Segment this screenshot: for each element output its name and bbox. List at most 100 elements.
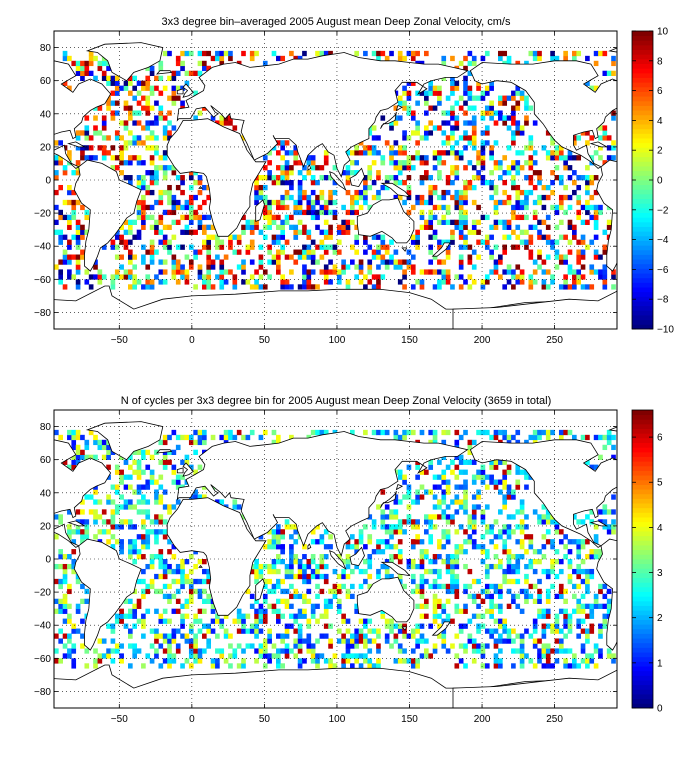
data-cell (319, 229, 325, 235)
data-cell (450, 194, 455, 201)
data-cell (515, 224, 521, 230)
data-cell (136, 160, 142, 166)
data-cell (202, 105, 207, 111)
data-cell (532, 150, 538, 156)
data-cell (293, 559, 299, 565)
data-cell (123, 219, 129, 225)
data-cell (611, 115, 616, 121)
data-cell (524, 588, 529, 595)
colorbar-tick-label: −4 (657, 235, 669, 246)
data-cell (171, 259, 177, 265)
data-cell (67, 603, 72, 609)
data-cell (367, 514, 373, 520)
data-cell (241, 269, 246, 275)
data-cell (141, 175, 146, 181)
data-cell (410, 80, 416, 86)
data-cell (236, 504, 242, 510)
data-cell (154, 180, 159, 186)
data-cell (97, 60, 103, 67)
coastline (608, 47, 617, 53)
data-cell (380, 519, 386, 525)
data-cell (149, 578, 155, 585)
data-cell (167, 509, 172, 515)
data-cell (323, 578, 329, 585)
data-cell (550, 279, 555, 285)
data-cell (415, 588, 420, 595)
data-cell (162, 434, 168, 441)
data-cell (188, 214, 194, 221)
data-cell (136, 509, 142, 515)
data-cell (193, 170, 198, 176)
data-cell (437, 155, 442, 161)
data-cell (471, 115, 477, 121)
data-cell (262, 593, 268, 600)
data-cell (258, 175, 264, 181)
data-cell (306, 643, 312, 649)
data-cell (280, 588, 286, 595)
data-cell (502, 484, 508, 490)
data-cell (363, 239, 368, 245)
data-cell (93, 434, 98, 441)
data-cell (537, 519, 542, 525)
data-cell (232, 504, 238, 510)
data-cell (149, 170, 155, 176)
data-cell (101, 274, 107, 280)
data-cell (180, 229, 185, 235)
data-cell (371, 249, 377, 255)
data-cell (480, 544, 486, 550)
colorbar-swatch (632, 152, 653, 158)
data-cell (484, 110, 490, 116)
data-cell (463, 504, 468, 510)
data-cell (297, 284, 303, 290)
data-cell (141, 219, 146, 225)
data-cell (97, 145, 103, 151)
x-tick-label: 150 (401, 714, 418, 725)
data-cell (410, 544, 416, 550)
data-cell (376, 549, 381, 555)
data-cell (458, 643, 464, 649)
colorbar-swatch (632, 410, 653, 416)
data-cell (184, 454, 190, 460)
data-cell (297, 648, 303, 654)
data-cell (537, 429, 542, 436)
data-cell (141, 184, 146, 191)
colorbar-swatch (632, 433, 653, 439)
data-cell (498, 563, 503, 570)
data-cell (162, 269, 168, 275)
colorbar-swatch (632, 572, 653, 579)
data-cell (424, 638, 429, 644)
data-cell (128, 254, 133, 260)
data-cell (480, 469, 486, 475)
data-cell (323, 219, 329, 225)
data-cell (524, 194, 529, 201)
data-cell (210, 618, 216, 624)
data-cell (254, 184, 259, 191)
data-cell (589, 214, 595, 221)
data-cell (515, 563, 521, 570)
data-cell (563, 658, 568, 664)
data-cell (62, 254, 68, 260)
data-cell (484, 549, 490, 555)
data-cell (458, 524, 464, 530)
data-cell (602, 593, 608, 600)
data-cell (114, 90, 120, 96)
data-cell (415, 643, 420, 649)
data-cell (206, 184, 212, 191)
coastline (176, 431, 469, 557)
data-cell (589, 284, 595, 290)
data-cell (484, 274, 490, 280)
data-cell (276, 140, 281, 146)
data-cell (284, 588, 290, 595)
data-cell (188, 554, 194, 560)
data-cell (489, 105, 494, 111)
data-cell (463, 214, 468, 221)
colorbar-tick-label: 5 (657, 478, 663, 489)
data-cell (128, 229, 133, 235)
data-cell (593, 434, 599, 441)
data-cell (175, 499, 181, 505)
data-cell (463, 209, 468, 216)
data-cell (493, 658, 499, 664)
data-cell (310, 554, 316, 560)
data-cell (315, 658, 320, 664)
x-tick-label: 0 (189, 335, 195, 346)
